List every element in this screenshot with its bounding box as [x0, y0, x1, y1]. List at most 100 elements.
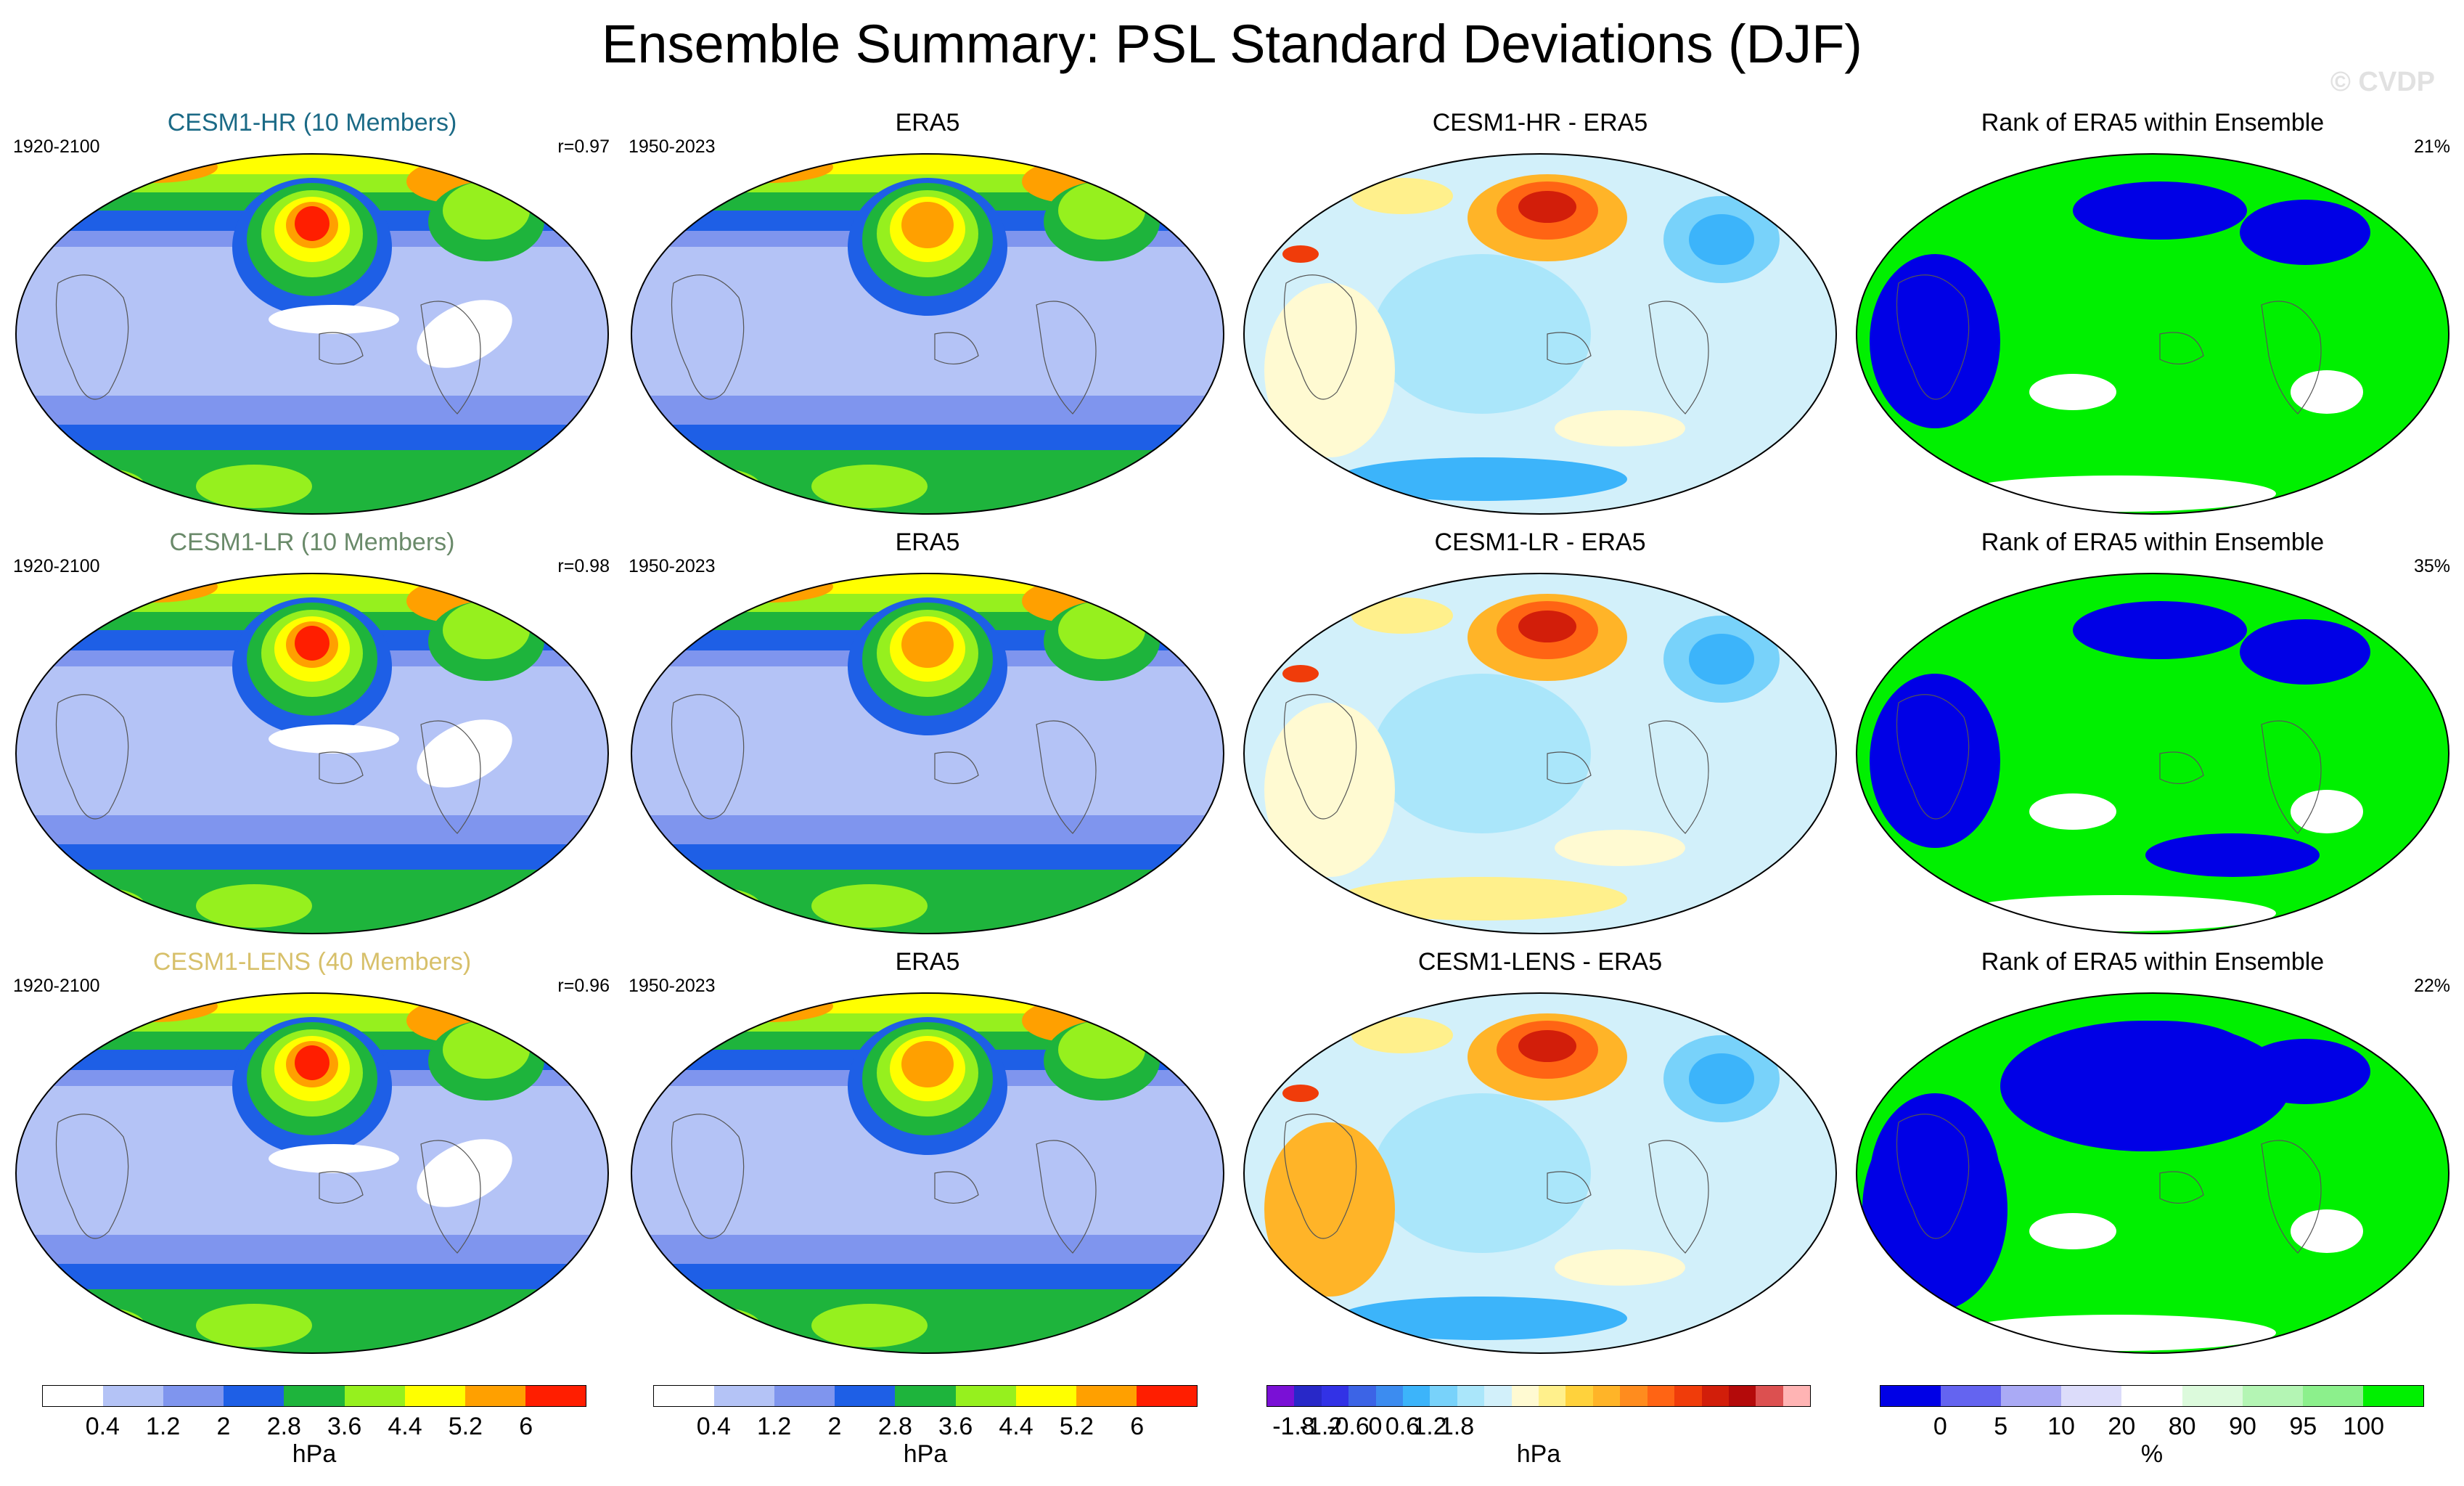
field-contour: [1518, 191, 1576, 223]
field-contour: [417, 1139, 512, 1207]
coastline: [55, 274, 481, 415]
field-contour: [1689, 634, 1754, 685]
colorbar-rank-4: [1880, 1385, 2424, 1407]
colorbar-swatch: [1294, 1386, 1322, 1406]
colorbar-swatch: [714, 1386, 775, 1406]
field-contour: [1689, 214, 1754, 265]
field-contour: [2073, 181, 2247, 240]
field-band: [631, 573, 1224, 594]
model-period-row3: 1920-2100: [13, 976, 100, 996]
colorbar-swatch: [2001, 1386, 2062, 1406]
model-title-row3: CESM1-LENS (40 Members): [152, 948, 472, 976]
diff-map-row2: [1243, 573, 1837, 934]
page-title: Ensemble Summary: PSL Standard Deviation…: [602, 14, 1862, 74]
colorbar-tick-label: 2.8: [266, 1413, 301, 1440]
field-contour: [295, 626, 330, 661]
colorbar-swatch: [654, 1386, 715, 1406]
colorbar-swatch: [1941, 1386, 2002, 1406]
field-band: [631, 450, 1224, 514]
colorbar-swatch: [2302, 1386, 2363, 1406]
model-title-row2: CESM1-LR (10 Members): [169, 528, 455, 556]
colorbar-swatch: [2242, 1386, 2303, 1406]
field-contour: [2029, 1213, 2116, 1249]
colorbar-swatch: [1728, 1386, 1756, 1406]
colorbar-swatch: [2121, 1386, 2182, 1406]
colorbar-swatch: [1375, 1386, 1404, 1406]
colorbar-tick-label: 4.4: [999, 1413, 1034, 1440]
colorbar-tick-label: 3.6: [327, 1413, 362, 1440]
map-border: [631, 153, 1224, 515]
rank-map-row3: [1856, 992, 2449, 1354]
rank-stat-row1: 21%: [2413, 136, 2450, 157]
field-band: [631, 815, 1224, 844]
field-contour: [2240, 200, 2370, 265]
colorbar-tick-label: 90: [2229, 1413, 2256, 1440]
field-band: [631, 993, 1224, 1013]
field-contour: [443, 181, 530, 240]
obs-map-row1: [631, 153, 1224, 515]
field-contour: [58, 1307, 145, 1344]
field-band: [16, 154, 608, 174]
field-contour: [1862, 1108, 2007, 1311]
colorbar-swatch: [2362, 1386, 2423, 1406]
map-border: [631, 992, 1224, 1354]
colorbar-swatch: [895, 1386, 956, 1406]
colorbar-swatch: [1620, 1386, 1648, 1406]
rank-title-row2: Rank of ERA5 within Ensemble: [1981, 528, 2325, 556]
map-border: [631, 573, 1224, 934]
map-border: [15, 992, 609, 1354]
field-band: [631, 396, 1224, 425]
colorbar-unit: hPa: [1516, 1440, 1561, 1468]
colorbar-tick-label: -0.6: [1327, 1413, 1370, 1440]
rank-map-row2: [1856, 573, 2449, 934]
colorbar-tick-label: 5.2: [448, 1413, 483, 1440]
diff-map-row3: [1243, 992, 1837, 1354]
colorbar-tick-label: 1.8: [1439, 1413, 1475, 1440]
field-contour: [196, 1304, 312, 1347]
obs-period-row3: 1950-2023: [629, 976, 716, 996]
field-contour: [1264, 703, 1395, 877]
field-contour: [417, 300, 512, 368]
field-contour: [1337, 877, 1627, 920]
field-contour: [1058, 601, 1145, 659]
field-contour: [1518, 611, 1576, 642]
colorbar-swatch: [1782, 1386, 1811, 1406]
coastline: [1283, 274, 1709, 415]
colorbar-tick-label: 100: [2343, 1413, 2385, 1440]
field-contour: [1264, 283, 1395, 457]
colorbar-swatch: [1701, 1386, 1729, 1406]
colorbar-tick-label: 6: [1130, 1413, 1145, 1440]
model-stat-row2: r=0.98: [557, 556, 610, 576]
model-map-row1: [15, 153, 609, 515]
diff-title-row3: CESM1-LENS - ERA5: [1417, 948, 1663, 976]
field-contour: [417, 719, 512, 788]
map-border: [1243, 573, 1837, 934]
field-contour: [811, 465, 928, 508]
rank-title-row3: Rank of ERA5 within Ensemble: [1981, 948, 2325, 976]
field-band: [631, 1264, 1224, 1289]
colorbar-unit: hPa: [292, 1440, 337, 1468]
colorbar-swatch: [2182, 1386, 2243, 1406]
colorbar-swatch: [955, 1386, 1016, 1406]
field-contour: [295, 1045, 330, 1080]
field-contour: [58, 468, 145, 505]
colorbar-swatch: [344, 1386, 405, 1406]
colorbar-swatch: [1348, 1386, 1376, 1406]
field-contour: [269, 305, 399, 334]
field-contour: [2291, 790, 2363, 833]
colorbar-swatch: [43, 1386, 104, 1406]
colorbar-tick-label: 80: [2168, 1413, 2196, 1440]
field-contour: [1870, 674, 2000, 848]
field-contour: [901, 621, 954, 668]
field-contour: [443, 1021, 530, 1079]
field-band: [16, 573, 608, 594]
colorbar-swatch: [103, 1386, 164, 1406]
model-map-row2: [15, 573, 609, 934]
field-contour: [2145, 833, 2320, 877]
field-contour: [811, 1304, 928, 1347]
field-contour: [2240, 619, 2370, 685]
map-border: [15, 573, 609, 934]
diff-title-row1: CESM1-HR - ERA5: [1432, 109, 1648, 136]
obs-period-row1: 1950-2023: [629, 136, 716, 157]
diff-title-row2: CESM1-LR - ERA5: [1434, 528, 1646, 556]
